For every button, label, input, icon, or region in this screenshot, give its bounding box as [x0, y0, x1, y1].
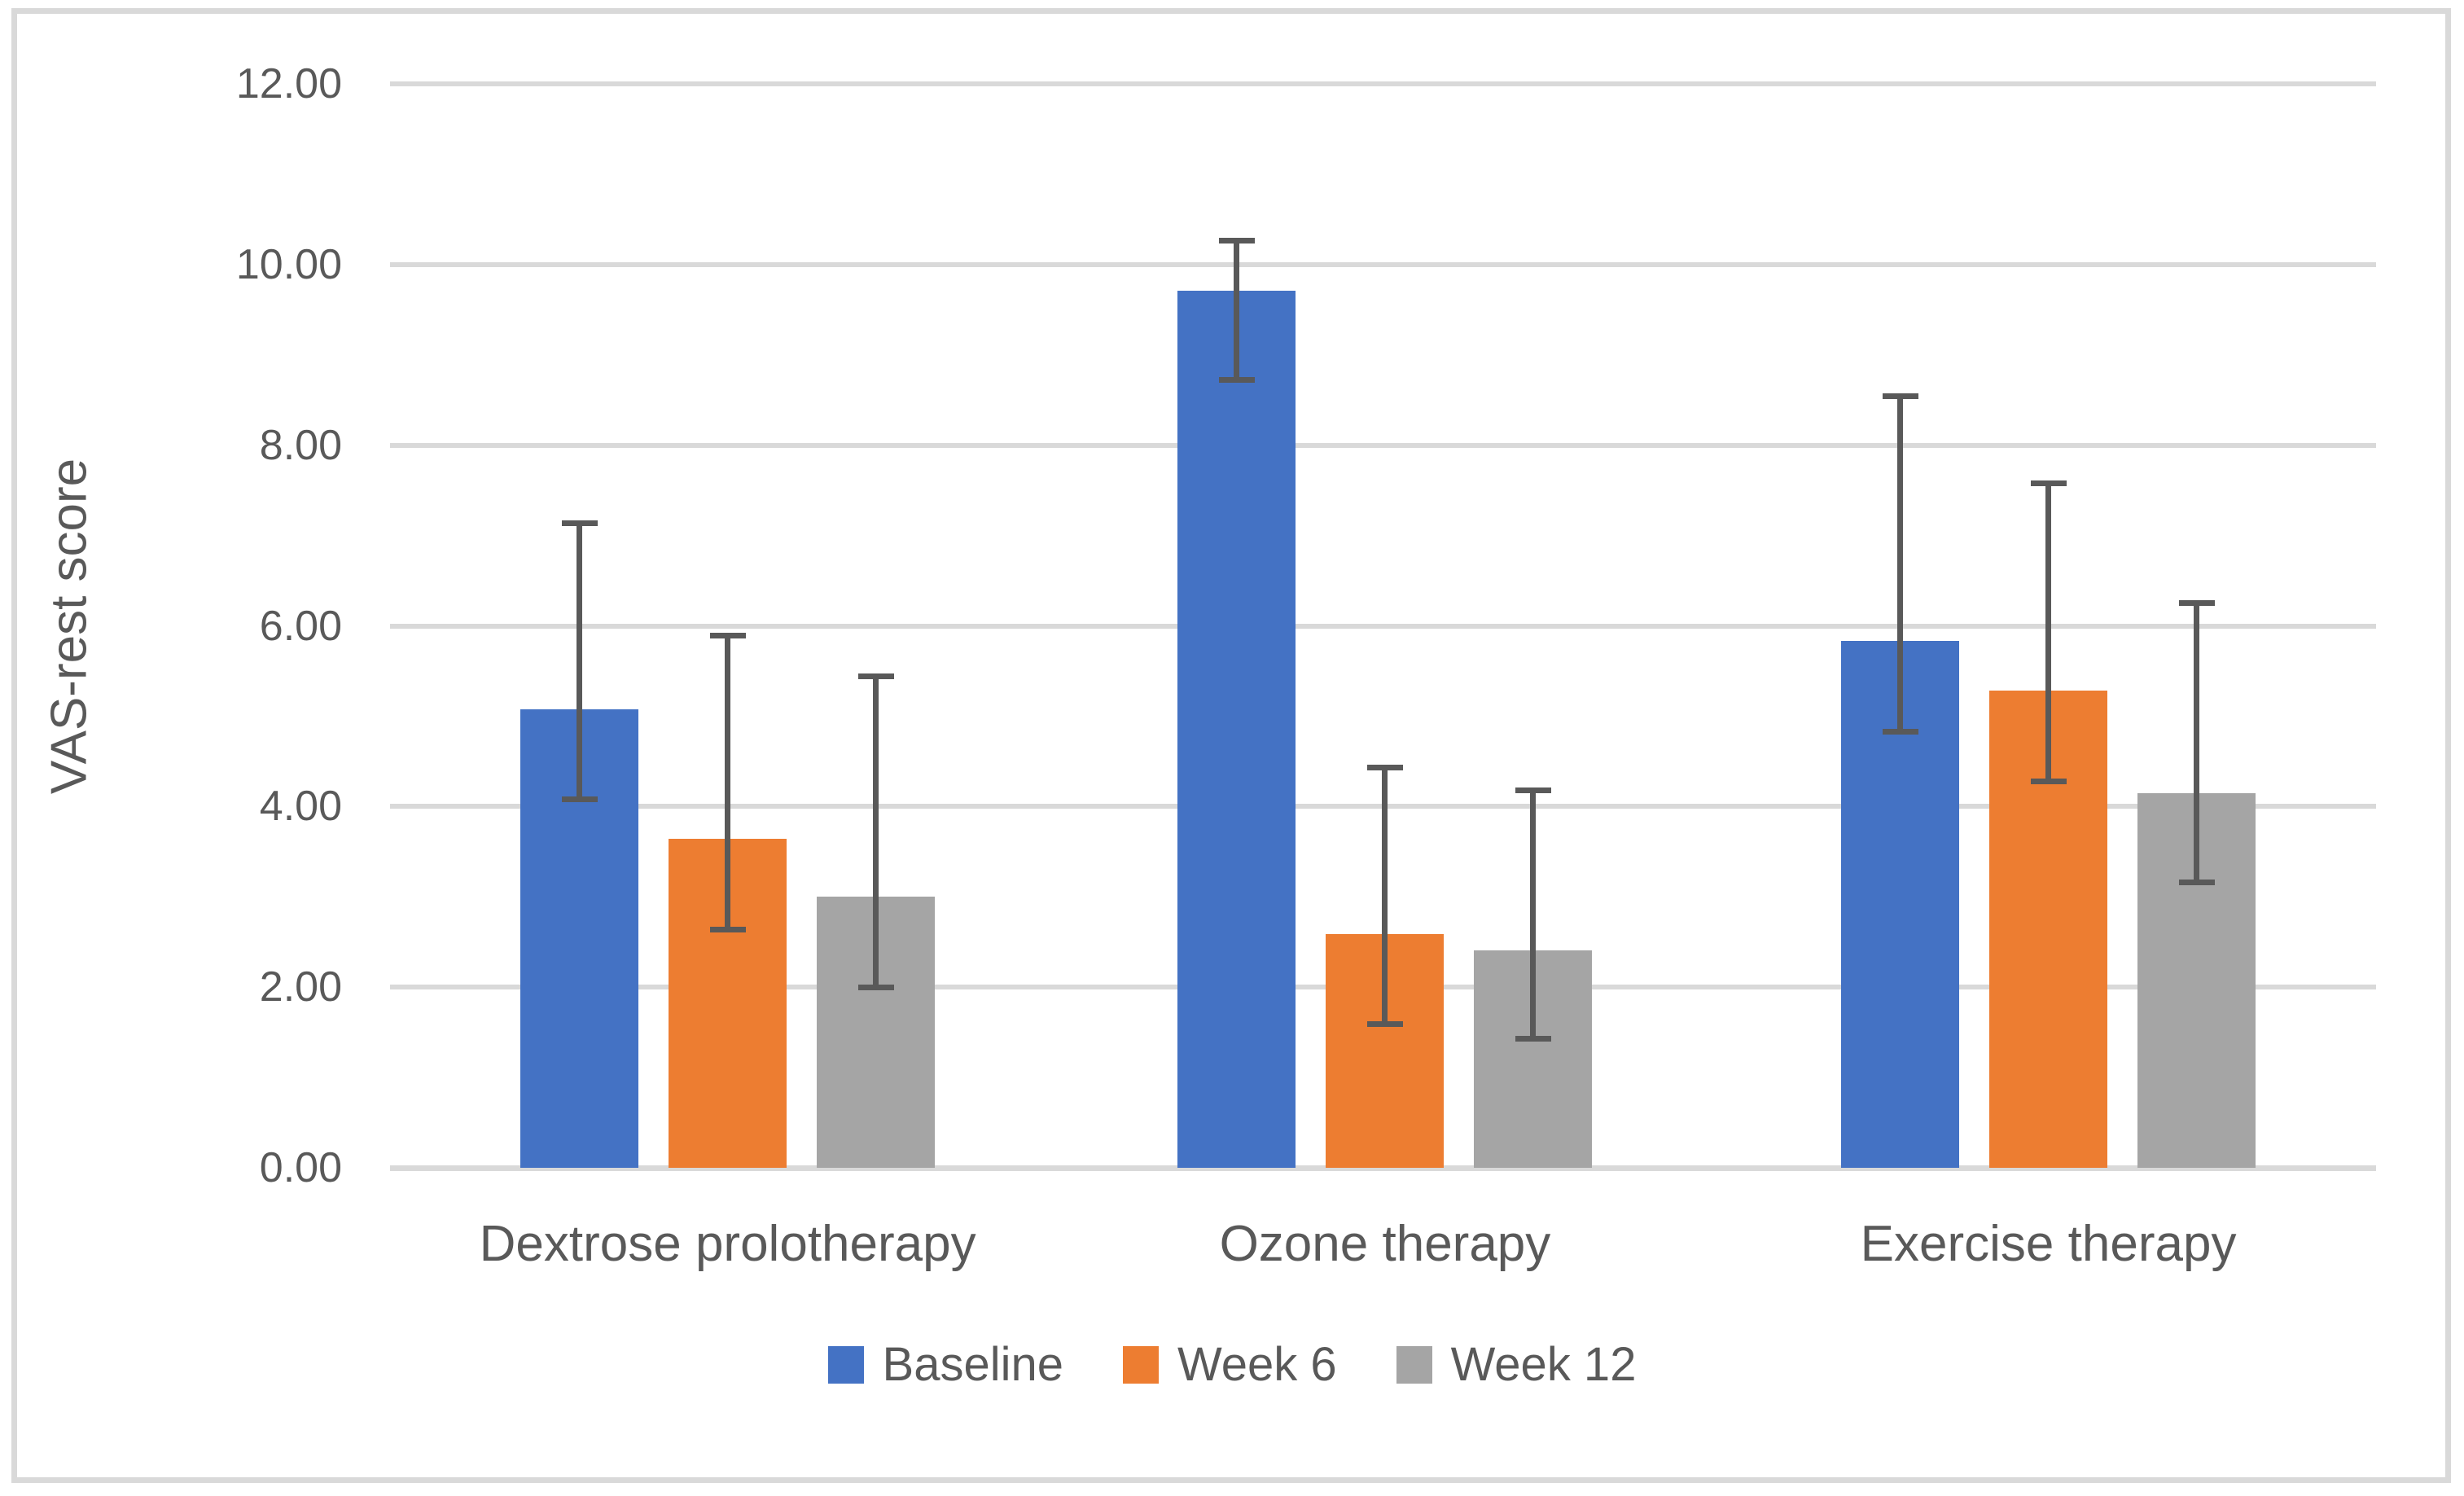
legend-item-week-6: Week 6: [1123, 1337, 1337, 1392]
legend-item-baseline: Baseline: [827, 1337, 1064, 1392]
error-bar-cap-top: [1218, 238, 1255, 244]
error-bar-cap-bottom: [1882, 728, 1918, 735]
error-bar-line: [1234, 240, 1240, 380]
error-bar-line: [2194, 603, 2200, 883]
error-bar-cap-top: [561, 520, 598, 526]
y-tick-label-0.00: 0.00: [259, 1144, 342, 1191]
legend-label-baseline: Baseline: [882, 1338, 1064, 1391]
error-bar-line: [725, 635, 731, 930]
legend-swatch-baseline: [827, 1345, 864, 1384]
error-bar-cap-top: [2178, 600, 2215, 607]
error-bar-cap-top: [1882, 393, 1918, 400]
error-bar-cap-bottom: [561, 796, 598, 802]
error-bar-line: [1530, 790, 1537, 1039]
error-bar-line: [577, 523, 583, 800]
gridline-6.00: [390, 623, 2376, 629]
gridline-10.00: [390, 261, 2376, 267]
error-bar-cap-bottom: [1515, 1035, 1551, 1042]
error-bar-cap-bottom: [1218, 377, 1255, 384]
y-tick-label-6.00: 6.00: [259, 602, 342, 650]
y-tick-label-4.00: 4.00: [259, 783, 342, 831]
gridline-8.00: [390, 442, 2376, 448]
error-bar-line: [1382, 767, 1388, 1024]
legend: Baseline Week 6 Week 12: [0, 1337, 2464, 1392]
y-tick-label-12.00: 12.00: [235, 60, 342, 107]
category-label-exercise-therapy: Exercise therapy: [1860, 1216, 2237, 1272]
legend-label-week-6: Week 6: [1177, 1338, 1337, 1391]
error-bar-cap-top: [1515, 787, 1551, 793]
error-bar-cap-bottom: [2030, 778, 2067, 784]
error-bar-cap-top: [1366, 765, 1403, 771]
gridline-12.00: [390, 81, 2376, 86]
y-tick-label-2.00: 2.00: [259, 963, 342, 1011]
error-bar-cap-top: [857, 673, 894, 680]
category-label-dextrose-prolotherapy: Dextrose prolotherapy: [479, 1216, 976, 1272]
legend-item-week-12: Week 12: [1396, 1337, 1637, 1392]
plot-area: [390, 81, 2376, 1171]
legend-swatch-week-6: [1123, 1345, 1160, 1384]
category-label-ozone-therapy: Ozone therapy: [1219, 1216, 1551, 1272]
error-bar-cap-top: [2030, 480, 2067, 486]
error-bar-line: [1897, 396, 1904, 732]
bar-baseline-2: [1177, 291, 1296, 1168]
error-bar-line: [873, 676, 879, 988]
y-tick-label-8.00: 8.00: [259, 421, 342, 469]
legend-swatch-week-12: [1396, 1345, 1432, 1384]
error-bar-cap-top: [709, 633, 746, 639]
error-bar-cap-bottom: [1366, 1021, 1403, 1028]
legend-label-week-12: Week 12: [1450, 1338, 1637, 1391]
error-bar-cap-bottom: [709, 926, 746, 932]
error-bar-line: [2045, 483, 2052, 782]
y-tick-label-10.00: 10.00: [235, 240, 342, 288]
error-bar-cap-bottom: [857, 984, 894, 990]
gridline-0.00: [390, 1165, 2376, 1171]
error-bar-cap-bottom: [2178, 880, 2215, 885]
chart-border-frame: [11, 8, 2451, 1483]
